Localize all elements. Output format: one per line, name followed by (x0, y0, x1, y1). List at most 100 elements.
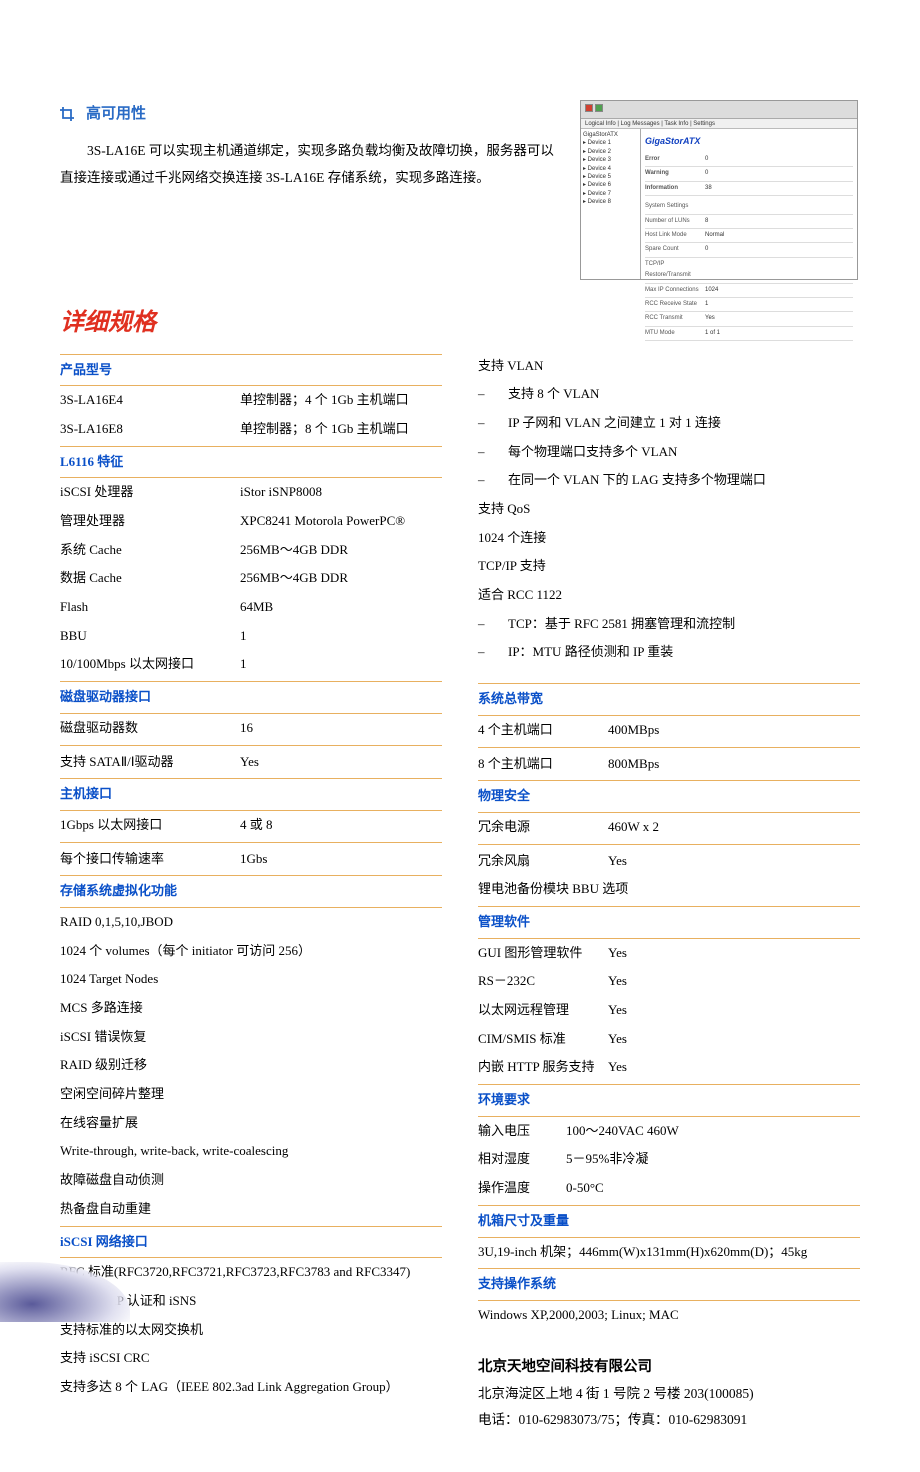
spec-row: Flash64MB (60, 593, 442, 622)
intro-text-block: 高可用性 3S-LA16E 可以实现主机通道绑定，实现多路负载均衡及故障切换，服… (60, 100, 560, 280)
ss-setting-row: System Settings (645, 200, 853, 214)
ss-status-row: Warning0 (645, 167, 853, 181)
spec-dash-line: –每个物理端口支持多个 VLAN (478, 438, 860, 467)
spec-key: 冗余电源 (478, 815, 608, 840)
spec-line: 支持 QoS (478, 495, 860, 524)
spec-line: 支持 iSCSI CRC (60, 1344, 442, 1373)
spec-key: Flash (60, 595, 240, 620)
spec-row: 相对湿度5－95%非冷凝 (478, 1145, 860, 1174)
spec-key: 支持 SATAⅡ/Ⅰ驱动器 (60, 750, 240, 775)
spec-key: BBU (60, 624, 240, 649)
spec-row: 管理处理器XPC8241 Motorola PowerPC® (60, 507, 442, 536)
spec-value: 单控制器；8 个 1Gb 主机端口 (240, 417, 442, 442)
ss-tree-item: ▸ Device 6 (583, 181, 638, 189)
spec-value: 0-50°C (566, 1176, 860, 1201)
hdr-product-model: 产品型号 (60, 354, 442, 387)
spec-row: 内嵌 HTTP 服务支持Yes (478, 1053, 860, 1082)
ss-setting-row: Host Link ModeNormal (645, 229, 853, 243)
spec-line: Windows XP,2000,2003; Linux; MAC (478, 1301, 860, 1330)
spec-key: 相对湿度 (478, 1147, 566, 1172)
ss-tree-root: GigaStorATX (583, 131, 638, 139)
spec-row: 系统 Cache256MB～4GB DDR (60, 536, 442, 565)
separator (60, 842, 442, 843)
spec-key: 输入电压 (478, 1119, 566, 1144)
spec-line: 3U,19-inch 机架；446mm(W)x131mm(H)x620mm(D)… (478, 1238, 860, 1267)
spec-row: 冗余风扇Yes (478, 847, 860, 876)
dash-icon: – (478, 468, 508, 493)
ss-setting-row: Spare Count0 (645, 243, 853, 257)
spec-value: 5－95%非冷凝 (566, 1147, 860, 1172)
spec-line: 锂电池备份模块 BBU 选项 (478, 875, 860, 904)
app-screenshot: Logical Info | Log Messages | Task Info … (580, 100, 858, 280)
screenshot-panel: Logical Info | Log Messages | Task Info … (580, 100, 860, 280)
ss-setting-row: TCP/IP Restore/Transmit (645, 258, 853, 284)
spec-key: iSCSI 处理器 (60, 480, 240, 505)
ss-tree-item: ▸ Device 1 (583, 139, 638, 147)
spec-key: 10/100Mbps 以太网接口 (60, 652, 240, 677)
spec-value: Yes (608, 1055, 860, 1080)
spec-columns: 产品型号3S-LA16E4单控制器；4 个 1Gb 主机端口3S-LA16E8单… (60, 352, 860, 1433)
ss-app-title: GigaStorATX (645, 133, 853, 150)
spec-key: 3S-LA16E8 (60, 417, 240, 442)
hdr-os: 支持操作系统 (478, 1268, 860, 1301)
spec-value: 256MB～4GB DDR (240, 566, 442, 591)
spec-row: 3S-LA16E4单控制器；4 个 1Gb 主机端口 (60, 386, 442, 415)
ss-setting-row: MTU Mode1 of 1 (645, 327, 853, 341)
spec-row: 输入电压100～240VAC 460W (478, 1117, 860, 1146)
spec-row: 10/100Mbps 以太网接口1 (60, 650, 442, 679)
spec-row: 支持 SATAⅡ/Ⅰ驱动器Yes (60, 748, 442, 777)
ss-tree-item: ▸ Device 3 (583, 156, 638, 164)
spec-line: 故障磁盘自动侦测 (60, 1166, 442, 1195)
spec-key: 管理处理器 (60, 509, 240, 534)
spec-right-column: 支持 VLAN–支持 8 个 VLAN–IP 子网和 VLAN 之间建立 1 对… (478, 352, 860, 1433)
dash-text: 支持 8 个 VLAN (508, 382, 860, 407)
company-tel: 电话：010-62983073/75；传真：010-62983091 (478, 1407, 860, 1433)
separator (478, 844, 860, 845)
intro-title: 高可用性 (86, 100, 146, 129)
spec-line: 包括 CHAP 认证和 iSNS (60, 1287, 442, 1316)
spec-line: 空闲空间碎片整理 (60, 1080, 442, 1109)
spec-row: 4 个主机端口400MBps (478, 716, 860, 745)
spec-value: Yes (240, 750, 442, 775)
spec-key: GUI 图形管理软件 (478, 941, 608, 966)
intro-description: 3S-LA16E 可以实现主机通道绑定，实现多路负载均衡及故障切换，服务器可以直… (60, 137, 560, 191)
spec-value: Yes (608, 998, 860, 1023)
spec-key: 以太网远程管理 (478, 998, 608, 1023)
spec-value: Yes (608, 969, 860, 994)
spec-line: Write-through, write-back, write-coalesc… (60, 1137, 442, 1166)
ss-tree-item: ▸ Device 4 (583, 165, 638, 173)
intro-heading: 高可用性 (60, 100, 560, 129)
company-name: 北京天地空间科技有限公司 (478, 1354, 860, 1382)
hdr-disk-interface: 磁盘驱动器接口 (60, 681, 442, 714)
spec-line: 热备盘自动重建 (60, 1195, 442, 1224)
spec-value: 460W x 2 (608, 815, 860, 840)
spec-key: 数据 Cache (60, 566, 240, 591)
spec-row: 1Gbps 以太网接口4 或 8 (60, 811, 442, 840)
spec-value: 16 (240, 716, 442, 741)
spec-value: 64MB (240, 595, 442, 620)
hdr-bandwidth: 系统总带宽 (478, 683, 860, 716)
dash-icon: – (478, 411, 508, 436)
company-address: 北京海淀区上地 4 街 1 号院 2 号楼 203(100085) (478, 1381, 860, 1407)
spec-line: 支持标准的以太网交换机 (60, 1316, 442, 1345)
spec-row: BBU1 (60, 622, 442, 651)
spec-line: TCP/IP 支持 (478, 552, 860, 581)
spec-row: 8 个主机端口800MBps (478, 750, 860, 779)
spec-dash-line: –IP 子网和 VLAN 之间建立 1 对 1 连接 (478, 409, 860, 438)
spec-row: GUI 图形管理软件Yes (478, 939, 860, 968)
spec-line: 在线容量扩展 (60, 1109, 442, 1138)
spec-line: 1024 个 volumes（每个 initiator 可访问 256） (60, 937, 442, 966)
spec-line: MCS 多路连接 (60, 994, 442, 1023)
ss-setting-row: RCC Receive State1 (645, 298, 853, 312)
dash-text: IP 子网和 VLAN 之间建立 1 对 1 连接 (508, 411, 860, 436)
intro-section: 高可用性 3S-LA16E 可以实现主机通道绑定，实现多路负载均衡及故障切换，服… (60, 100, 860, 280)
spec-value: 1 (240, 624, 442, 649)
hdr-env: 环境要求 (478, 1084, 860, 1117)
ss-tree-item: ▸ Device 5 (583, 173, 638, 181)
spec-value: 256MB～4GB DDR (240, 538, 442, 563)
spec-line: RFC 标准(RFC3720,RFC3721,RFC3723,RFC3783 a… (60, 1258, 442, 1287)
spec-row: 3S-LA16E8单控制器；8 个 1Gb 主机端口 (60, 415, 442, 444)
dash-text: IP：MTU 路径侦测和 IP 重装 (508, 640, 860, 665)
spec-row: 磁盘驱动器数16 (60, 714, 442, 743)
ss-status-row: Information38 (645, 182, 853, 196)
